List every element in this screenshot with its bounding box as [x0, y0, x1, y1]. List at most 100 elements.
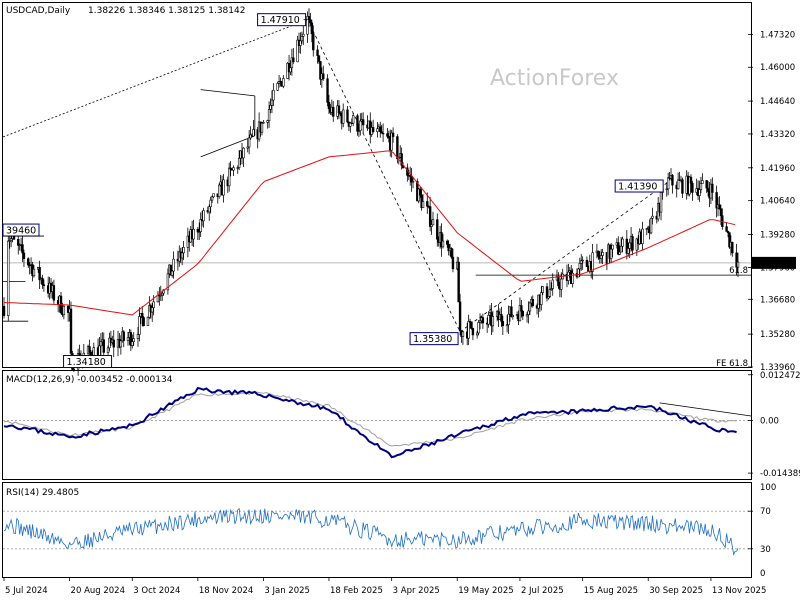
candle-body	[99, 341, 103, 347]
candle-body	[481, 317, 485, 324]
candle-body	[141, 312, 144, 318]
candle-body	[9, 238, 13, 242]
candle-body	[88, 346, 91, 353]
candle-body	[7, 240, 10, 316]
macd-y-tick-label: -0.014389	[760, 469, 800, 479]
candle-body	[247, 137, 251, 148]
x-tick-label: 3 Apr 2025	[393, 586, 440, 596]
candle-body	[501, 321, 505, 327]
candle-body	[418, 188, 422, 196]
candle-body	[641, 228, 644, 245]
channel-lower-line	[200, 135, 255, 158]
candle-body	[218, 184, 221, 197]
candle-body	[8, 240, 11, 242]
candle-body	[651, 215, 654, 219]
macd-signal-line	[3, 391, 737, 447]
candle-body	[69, 308, 73, 354]
macd-pane-frame	[2, 370, 752, 480]
main-y-tick-label: 1.33960	[760, 363, 795, 373]
moving-average-series	[3, 150, 736, 316]
candle-body	[317, 55, 321, 62]
candle-body	[307, 16, 311, 21]
candle-body	[541, 286, 544, 293]
candle-body	[292, 57, 295, 63]
candle-body	[601, 252, 604, 256]
candle-body	[119, 340, 123, 348]
candle-body	[540, 292, 543, 305]
x-tick-label: 19 May 2025	[458, 586, 513, 596]
candle-body	[72, 368, 76, 371]
candle-body	[731, 241, 734, 254]
candle-body	[511, 315, 515, 318]
candle-body	[212, 193, 215, 198]
candle-body	[267, 109, 271, 121]
candle-body	[332, 106, 335, 117]
candle-body	[302, 33, 305, 37]
candle-body	[580, 260, 583, 264]
candle-body	[591, 252, 594, 272]
candle-body	[619, 245, 623, 253]
candle-body	[316, 49, 319, 57]
candle-body	[138, 316, 141, 335]
candle-body	[126, 337, 130, 341]
key-levels	[3, 262, 751, 322]
candle-body	[430, 224, 433, 227]
candle-body	[180, 252, 184, 259]
candle-body	[527, 310, 530, 315]
candle-body	[21, 244, 24, 254]
candle-body	[440, 232, 443, 248]
candle-body	[719, 208, 723, 216]
candle-body	[262, 122, 265, 124]
rsi-series	[3, 507, 751, 556]
candle-body	[428, 206, 432, 227]
candle-body	[356, 115, 359, 132]
candle-body	[142, 317, 145, 327]
candle-body	[611, 244, 614, 250]
candle-body	[446, 240, 449, 245]
candle-body	[380, 131, 383, 134]
channel-upper-line	[200, 89, 255, 97]
candle-body	[38, 267, 41, 281]
candle-body	[520, 305, 523, 312]
candle-body	[339, 112, 342, 115]
chart-header-ohlc: 1.38226 1.38346 1.38125 1.38142	[88, 6, 245, 16]
candle-body	[436, 219, 439, 240]
candle-body	[621, 238, 624, 247]
candle-body	[276, 83, 279, 91]
candle-body	[169, 264, 172, 276]
candle-body	[698, 189, 701, 196]
candle-body	[491, 316, 495, 327]
candle-body	[617, 242, 620, 255]
candle-body	[27, 258, 30, 266]
candle-body	[510, 306, 513, 318]
rsi-y-tick-label: 0	[760, 569, 765, 579]
candle-body	[505, 324, 509, 327]
candle-body	[528, 302, 532, 312]
candle-body	[400, 153, 403, 166]
candle-body	[227, 167, 231, 187]
candle-body	[628, 242, 631, 249]
candle-series	[2, 8, 740, 376]
candle-body	[431, 219, 435, 226]
candle-body	[122, 331, 125, 341]
candle-body	[706, 187, 710, 192]
candle-body	[618, 251, 621, 255]
candle-body	[242, 147, 245, 159]
candle-body	[232, 167, 235, 171]
candle-body	[735, 252, 738, 268]
x-axis: 5 Jul 2024 20 Aug 2024 3 Oct 2024 18 Nov 20…	[3, 577, 766, 596]
candle-body	[131, 341, 134, 346]
candle-body	[531, 299, 534, 306]
candle-body	[441, 240, 445, 248]
candle-body	[581, 259, 584, 262]
candle-body	[676, 179, 680, 190]
candle-body	[42, 284, 46, 286]
candle-body	[387, 136, 391, 139]
rsi-y-tick-label: 100	[760, 483, 776, 493]
candle-body	[457, 261, 460, 303]
candle-body	[322, 73, 325, 80]
macd-series	[3, 386, 752, 459]
candle-body	[461, 331, 465, 337]
rsi-y-tick-label: 30	[760, 545, 771, 555]
